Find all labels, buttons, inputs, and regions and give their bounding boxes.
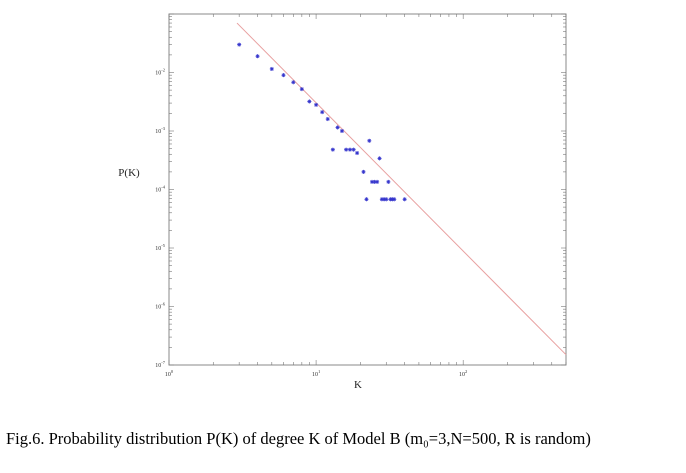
data-point — [377, 156, 382, 161]
data-point — [386, 179, 391, 184]
data-point — [314, 102, 319, 107]
data-point — [370, 179, 375, 184]
y-tick-label: 10-2 — [155, 68, 165, 77]
chart: 100 101 102 10-2 10-3 10-4 10-5 10-6 10-7 P(K) K — [118, 13, 567, 391]
data-point — [392, 197, 397, 202]
data-point — [364, 197, 369, 202]
data-point — [384, 197, 389, 202]
data-point — [367, 138, 372, 143]
data-point — [291, 80, 296, 85]
data-point — [402, 197, 407, 202]
data-point — [255, 54, 260, 59]
data-point — [344, 147, 349, 152]
data-point — [299, 87, 304, 92]
figure-caption: Fig.6. Probability distribution P(K) of … — [6, 429, 591, 448]
data-points — [237, 42, 407, 202]
data-point — [269, 66, 274, 71]
y-tick-label: 10-6 — [155, 302, 165, 311]
x-axis-label: K — [354, 379, 362, 391]
data-point — [237, 42, 242, 47]
data-point — [355, 151, 360, 156]
data-point — [351, 147, 356, 152]
x-tick-label: 101 — [312, 369, 320, 378]
plot-frame — [168, 13, 567, 366]
data-point — [361, 169, 366, 174]
y-tick-label: 10-4 — [155, 185, 165, 194]
y-tick-label: 10-3 — [155, 126, 165, 135]
data-point — [330, 147, 335, 152]
fit-line-layer — [236, 22, 567, 356]
tick-labels: 100 101 102 10-2 10-3 10-4 10-5 10-6 10-7 — [155, 68, 467, 379]
data-point — [320, 110, 325, 115]
x-tick-label: 102 — [459, 369, 467, 378]
data-point — [335, 125, 340, 130]
fit-line — [236, 22, 567, 356]
data-point — [375, 179, 380, 184]
data-point — [281, 73, 286, 78]
y-tick-label: 10-5 — [155, 243, 165, 252]
data-point — [325, 117, 330, 122]
y-axis-label: P(K) — [118, 167, 140, 179]
data-point — [339, 129, 344, 133]
data-point — [307, 99, 312, 104]
ticks — [168, 13, 567, 366]
data-point — [347, 147, 352, 152]
y-tick-label: 10-7 — [155, 360, 165, 369]
x-tick-label: 100 — [165, 369, 174, 378]
